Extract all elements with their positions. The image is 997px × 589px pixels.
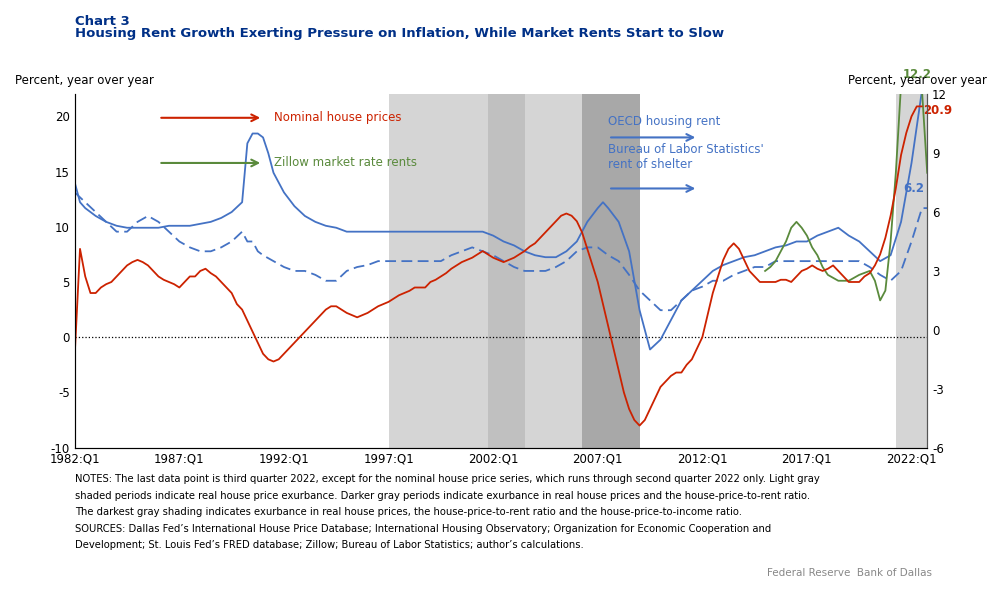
Bar — [389, 94, 488, 448]
Text: SOURCES: Dallas Fed’s International House Price Database; International Housing : SOURCES: Dallas Fed’s International Hous… — [75, 524, 771, 534]
Text: Development; St. Louis Fed’s FRED database; Zillow; Bureau of Labor Statistics; : Development; St. Louis Fed’s FRED databa… — [75, 540, 583, 550]
Text: shaded periods indicate real house price exurbance. Darker gray periods indicate: shaded periods indicate real house price… — [75, 491, 810, 501]
Text: Chart 3: Chart 3 — [75, 15, 130, 28]
Text: The darkest gray shading indicates exurbance in real house prices, the house-pri: The darkest gray shading indicates exurb… — [75, 507, 742, 517]
Text: Nominal house prices: Nominal house prices — [273, 111, 401, 124]
Text: OECD housing rent: OECD housing rent — [608, 115, 721, 128]
Text: 20.9: 20.9 — [923, 104, 952, 117]
Bar — [488, 94, 524, 448]
Text: Zillow market rate rents: Zillow market rate rents — [273, 157, 417, 170]
Bar — [896, 94, 927, 448]
Text: Percent, year over year: Percent, year over year — [848, 74, 987, 87]
Text: Federal Reserve  Bank of Dallas: Federal Reserve Bank of Dallas — [768, 568, 932, 578]
Text: 12.2: 12.2 — [903, 68, 932, 81]
Text: Percent, year over year: Percent, year over year — [15, 74, 154, 87]
Text: Bureau of Labor Statistics'
rent of shelter: Bureau of Labor Statistics' rent of shel… — [608, 143, 764, 171]
Text: 6.2: 6.2 — [903, 182, 924, 195]
Bar — [582, 94, 640, 448]
Text: NOTES: The last data point is third quarter 2022, except for the nominal house p: NOTES: The last data point is third quar… — [75, 474, 820, 484]
Bar — [524, 94, 582, 448]
Text: Housing Rent Growth Exerting Pressure on Inflation, While Market Rents Start to : Housing Rent Growth Exerting Pressure on… — [75, 27, 724, 39]
